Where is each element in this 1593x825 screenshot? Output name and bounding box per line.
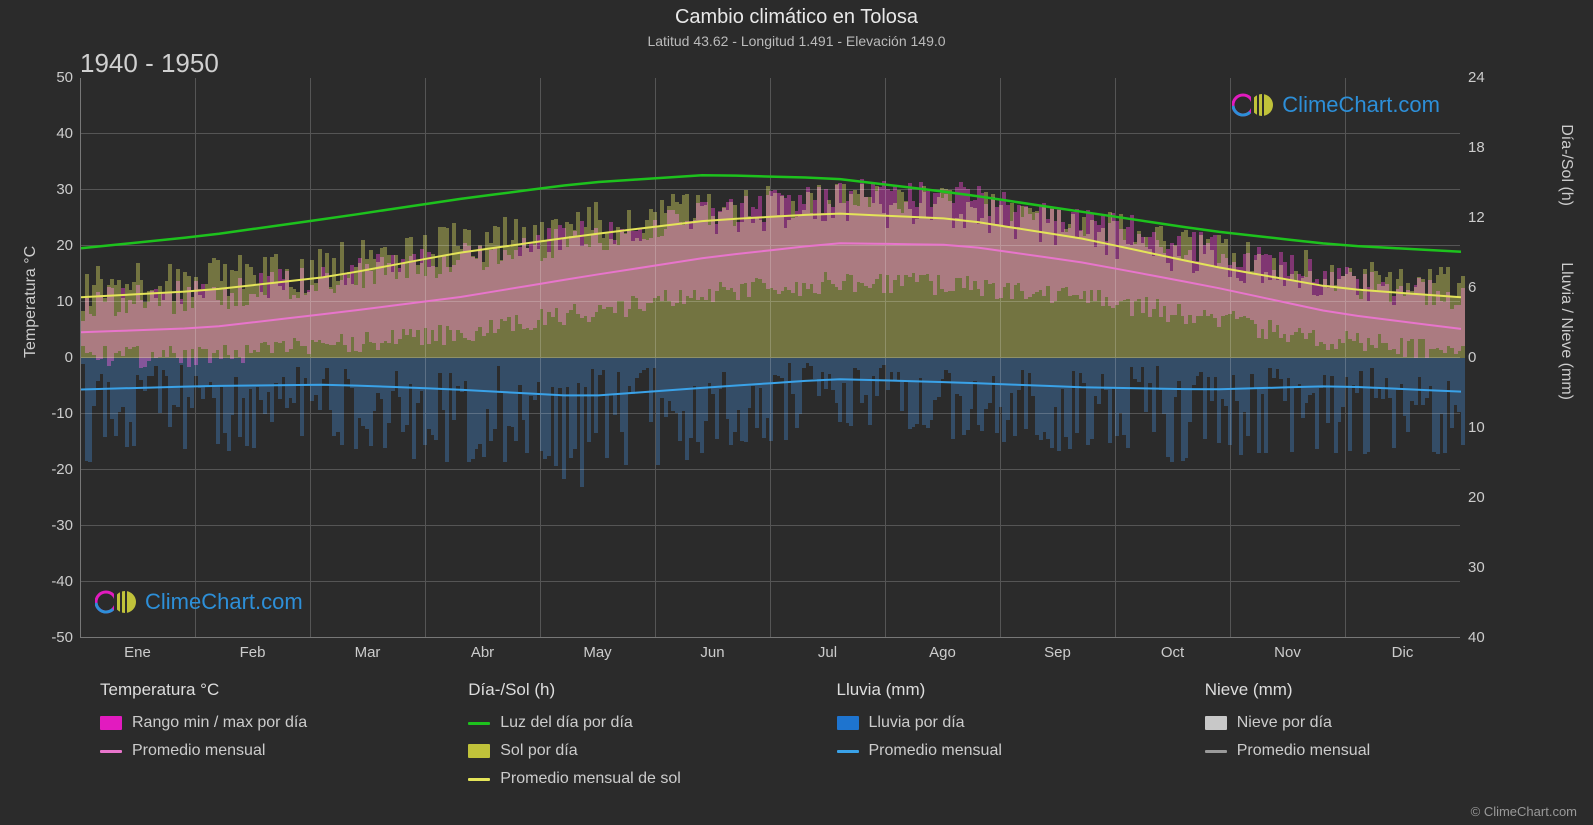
ytick-left: 20 bbox=[33, 237, 73, 254]
legend-swatch bbox=[468, 778, 490, 781]
legend-label: Sol por día bbox=[500, 742, 577, 760]
watermark-bottom: ClimeChart.com bbox=[95, 587, 303, 617]
ytick-left: 0 bbox=[33, 349, 73, 366]
ytick-right: 12 bbox=[1468, 209, 1485, 226]
legend: Temperatura °C Rango min / max por día Pro… bbox=[100, 680, 1533, 788]
legend-item: Sol por día bbox=[468, 742, 796, 760]
ytick-right: 0 bbox=[1468, 349, 1476, 366]
legend-label: Luz del día por día bbox=[500, 714, 633, 732]
legend-label: Lluvia por día bbox=[869, 714, 965, 732]
xtick: May bbox=[568, 644, 628, 661]
legend-item: Promedio mensual bbox=[837, 742, 1165, 760]
chart-plot-area: ClimeChart.com ClimeChart.com bbox=[80, 78, 1460, 638]
legend-header: Nieve (mm) bbox=[1205, 680, 1533, 700]
ytick-right: 6 bbox=[1468, 279, 1476, 296]
temp-avg-line bbox=[81, 243, 1461, 332]
axis-label-right-bottom: Lluvia / Nieve (mm) bbox=[1557, 262, 1575, 400]
chart-title: Cambio climático en Tolosa bbox=[0, 6, 1593, 29]
brand-logo-icon bbox=[1232, 90, 1276, 120]
ytick-left: 50 bbox=[33, 69, 73, 86]
xtick: Ago bbox=[913, 644, 973, 661]
legend-column: Nieve (mm) Nieve por día Promedio mensual bbox=[1205, 680, 1533, 788]
daylight-line bbox=[81, 175, 1461, 252]
legend-swatch bbox=[837, 716, 859, 730]
legend-item: Nieve por día bbox=[1205, 714, 1533, 732]
legend-swatch bbox=[1205, 750, 1227, 753]
legend-item: Promedio mensual de sol bbox=[468, 770, 796, 788]
ytick-left: 10 bbox=[33, 293, 73, 310]
ytick-right: 40 bbox=[1468, 629, 1485, 646]
legend-item: Lluvia por día bbox=[837, 714, 1165, 732]
legend-swatch bbox=[468, 722, 490, 725]
legend-item: Promedio mensual bbox=[1205, 742, 1533, 760]
ytick-right: 10 bbox=[1468, 419, 1485, 436]
legend-label: Promedio mensual de sol bbox=[500, 770, 681, 788]
title-block: Cambio climático en Tolosa Latitud 43.62… bbox=[0, 0, 1593, 49]
ytick-left: 40 bbox=[33, 125, 73, 142]
xtick: Mar bbox=[338, 644, 398, 661]
ytick-left: -40 bbox=[33, 573, 73, 590]
xtick: Jul bbox=[798, 644, 858, 661]
legend-header: Temperatura °C bbox=[100, 680, 428, 700]
legend-header: Lluvia (mm) bbox=[837, 680, 1165, 700]
ytick-left: -20 bbox=[33, 461, 73, 478]
xtick: Abr bbox=[453, 644, 513, 661]
xtick: Feb bbox=[223, 644, 283, 661]
legend-swatch bbox=[1205, 716, 1227, 730]
ytick-left: -10 bbox=[33, 405, 73, 422]
ytick-left: 30 bbox=[33, 181, 73, 198]
ytick-left: -50 bbox=[33, 629, 73, 646]
watermark-text: ClimeChart.com bbox=[1282, 92, 1440, 118]
ytick-right: 24 bbox=[1468, 69, 1485, 86]
legend-header: Día-/Sol (h) bbox=[468, 680, 796, 700]
line-overlay-svg bbox=[81, 78, 1460, 637]
xtick: Sep bbox=[1028, 644, 1088, 661]
brand-logo-icon bbox=[95, 587, 139, 617]
legend-column: Temperatura °C Rango min / max por día Pro… bbox=[100, 680, 428, 788]
xtick: Dic bbox=[1373, 644, 1433, 661]
legend-item: Promedio mensual bbox=[100, 742, 428, 760]
watermark-top: ClimeChart.com bbox=[1232, 90, 1440, 120]
ytick-right: 20 bbox=[1468, 489, 1485, 506]
xtick: Oct bbox=[1143, 644, 1203, 661]
legend-item: Rango min / max por día bbox=[100, 714, 428, 732]
rain-avg-line bbox=[81, 379, 1461, 395]
legend-column: Día-/Sol (h) Luz del día por día Sol por d… bbox=[468, 680, 796, 788]
legend-swatch bbox=[837, 750, 859, 753]
copyright-text: © ClimeChart.com bbox=[1471, 804, 1577, 819]
xtick: Nov bbox=[1258, 644, 1318, 661]
legend-item: Luz del día por día bbox=[468, 714, 796, 732]
legend-swatch bbox=[468, 744, 490, 758]
xtick: Ene bbox=[108, 644, 168, 661]
legend-swatch bbox=[100, 716, 122, 730]
legend-column: Lluvia (mm) Lluvia por día Promedio mensua… bbox=[837, 680, 1165, 788]
chart-subtitle: Latitud 43.62 - Longitud 1.491 - Elevaci… bbox=[0, 33, 1593, 49]
sun-avg-line bbox=[81, 214, 1461, 298]
legend-label: Promedio mensual bbox=[132, 742, 265, 760]
legend-label: Promedio mensual bbox=[1237, 742, 1370, 760]
legend-label: Rango min / max por día bbox=[132, 714, 307, 732]
xtick: Jun bbox=[683, 644, 743, 661]
legend-label: Nieve por día bbox=[1237, 714, 1332, 732]
legend-swatch bbox=[100, 750, 122, 753]
legend-label: Promedio mensual bbox=[869, 742, 1002, 760]
ytick-left: -30 bbox=[33, 517, 73, 534]
watermark-text: ClimeChart.com bbox=[145, 589, 303, 615]
axis-label-right-top: Día-/Sol (h) bbox=[1557, 124, 1575, 206]
period-label: 1940 - 1950 bbox=[80, 48, 219, 79]
ytick-right: 30 bbox=[1468, 559, 1485, 576]
ytick-right: 18 bbox=[1468, 139, 1485, 156]
